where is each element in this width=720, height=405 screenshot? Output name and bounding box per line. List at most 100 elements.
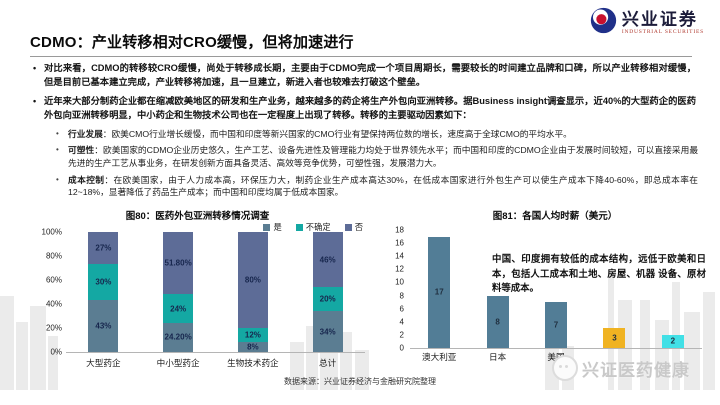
bar-slot: 17 xyxy=(410,230,468,348)
chart-legend: 是 不确定 否 xyxy=(263,221,363,233)
chart-outsourcing-survey: 图80：医药外包亚洲转移情况调查 是 不确定 否 100% 80% 60% 40% 20… xyxy=(30,208,365,373)
wage-y-ticks: 18 16 14 12 10 8 6 4 2 0 xyxy=(390,226,404,353)
y-axis-tick-label: 14 xyxy=(395,251,404,261)
industrial-securities-logo-icon xyxy=(590,7,617,39)
survey-bars: 43% 30% 27% 24.20% 24% 51.80% 8% 12% 80% 34% 20% 46… xyxy=(66,232,365,353)
segment-value-label: 12% xyxy=(244,330,261,340)
bar-segment: 43% xyxy=(88,300,119,352)
bar-segment: 46% xyxy=(312,232,343,288)
bar-slot: 7 xyxy=(527,230,585,348)
bar-value-label: 3 xyxy=(612,333,617,343)
bar-segment: 20% xyxy=(312,287,343,312)
bar-segment: 24% xyxy=(163,294,194,323)
segment-value-label: 8% xyxy=(247,342,259,352)
y-axis-tick-label: 12 xyxy=(395,264,404,274)
x-axis-category-label: 日本 xyxy=(489,352,507,362)
bar-slot: 3 xyxy=(585,230,643,348)
x-axis-category-label: 中小型药企 xyxy=(156,358,200,368)
x-axis-category-label: 澳大利亚 xyxy=(422,352,457,362)
segment-value-label: 46% xyxy=(319,255,336,265)
legend-label: 是 xyxy=(273,222,282,232)
legend-item: 是 xyxy=(263,221,282,233)
bar-slot: 8 xyxy=(468,230,526,348)
bar-segment: 80% xyxy=(237,232,268,329)
segment-value-label: 80% xyxy=(244,275,261,285)
data-source-note: 数据来源：兴业证券经济与金融研究院整理 xyxy=(284,377,436,386)
y-axis-tick-label: 4 xyxy=(399,317,404,327)
page-title: CDMO：产业转移相对CRO缓慢，但将加速进行 xyxy=(30,34,354,51)
bullet-list: 对比来看，CDMO的转移较CRO缓慢，尚处于转移成长期，主要由于CDMO完成一个… xyxy=(30,62,698,203)
y-axis-tick-label: 100% xyxy=(41,227,62,237)
segment-value-label: 24% xyxy=(170,304,187,314)
watermark-text: 兴证医药健康 xyxy=(582,360,690,380)
bar: 8 xyxy=(486,295,509,348)
y-axis-tick-label: 80% xyxy=(45,251,62,261)
bar-segment: 24.20% xyxy=(163,322,194,352)
logo-company-name: 兴业证券 xyxy=(621,9,698,29)
bar-value-label: 17 xyxy=(434,287,444,297)
x-axis-category-label: 生物技术药企 xyxy=(227,358,279,368)
legend-label: 否 xyxy=(354,222,363,232)
chart-annotation: 中国、印度拥有较低的成本结构，远低于欧美和日本，包括人工成本和土地、房屋、机器 … xyxy=(492,253,706,294)
chart-title: 图80：医药外包亚洲转移情况调查 xyxy=(125,211,270,222)
footer-navy-bar xyxy=(0,390,512,403)
bar-slot: 24.20% 24% 51.80% xyxy=(141,232,216,352)
bar-slot: 43% 30% 27% xyxy=(66,232,141,352)
bar: 17 xyxy=(428,236,451,348)
segment-value-label: 20% xyxy=(319,294,336,304)
survey-y-ticks: 100% 80% 60% 40% 20% 0% xyxy=(30,228,62,357)
bar: 3 xyxy=(603,328,626,348)
stacked-bar: 24.20% 24% 51.80% xyxy=(163,232,194,352)
survey-cat-labels: 大型药企 中小型药企 生物技术药企 总计 xyxy=(66,357,365,369)
legend-swatch xyxy=(344,223,352,231)
driver-text: ：欧美国家的CDMO企业历史悠久，生产工艺、设备先进性及管理能力均处于世界领先水… xyxy=(68,145,699,168)
stacked-bar: 43% 30% 27% xyxy=(88,232,119,352)
title-divider xyxy=(30,56,692,57)
bar: 2 xyxy=(661,334,684,348)
chart-title: 图81：各国人均时薪（美元） xyxy=(492,211,618,222)
legend-item: 不确定 xyxy=(295,221,331,233)
y-axis-tick-label: 0% xyxy=(50,347,62,357)
y-axis-tick-label: 20% xyxy=(45,323,62,333)
segment-value-label: 24.20% xyxy=(164,332,192,342)
y-axis-tick-label: 0 xyxy=(399,343,404,353)
bar-segment: 30% xyxy=(88,264,119,301)
y-axis-tick-label: 60% xyxy=(45,275,62,285)
driver-item-plasticity: 可塑性：欧美国家的CDMO企业历史悠久，生产工艺、设备先进性及管理能力均处于世界… xyxy=(54,144,698,169)
y-axis-tick-label: 16 xyxy=(395,238,404,248)
driver-text: ：在欧美国家，由于人力成本高，环保压力大，制药企业生产成本高达30%，在低成本国… xyxy=(68,174,698,198)
y-axis-tick-label: 8 xyxy=(399,291,404,301)
bar-segment: 34% xyxy=(312,311,343,352)
bar-slot: 2 xyxy=(644,230,702,348)
bar-segment: 8% xyxy=(237,342,268,352)
driver-text: ：欧美CMO行业增长缓慢，而中国和印度等新兴国家的CMO行业有望保持两位数的增长… xyxy=(102,128,572,139)
chart-hourly-wage: 图81：各国人均时薪（美元） 18 16 14 12 10 8 6 4 2 0 17 8 7 3 2 澳大… xyxy=(390,208,720,373)
bar-segment: 12% xyxy=(237,328,268,343)
footer-red-bar xyxy=(506,388,720,401)
segment-value-label: 51.80% xyxy=(164,258,192,268)
y-axis-tick-label: 2 xyxy=(399,330,404,340)
legend-item: 否 xyxy=(344,221,363,233)
bar-segment: 27% xyxy=(88,232,119,265)
bar: 7 xyxy=(545,302,568,348)
bar-slot: 8% 12% 80% xyxy=(216,232,291,352)
bar-value-label: 2 xyxy=(670,336,676,346)
footer-red-bar-sliver xyxy=(640,401,720,405)
segment-value-label: 27% xyxy=(95,243,112,253)
legend-swatch xyxy=(295,223,303,231)
x-axis-category-label: 大型药企 xyxy=(86,358,121,368)
wage-bars: 17 8 7 3 2 xyxy=(410,230,702,349)
stacked-bar: 8% 12% 80% xyxy=(237,232,268,352)
driver-item-industry-growth: 行业发展：欧美CMO行业增长缓慢，而中国和印度等新兴国家的CMO行业有望保持两位… xyxy=(54,128,698,141)
driver-keyword: 成本控制 xyxy=(68,174,105,185)
x-axis-category-label: 总计 xyxy=(319,358,337,368)
company-logo: 兴业证券 INDUSTRIAL SECURITIES xyxy=(590,7,704,39)
driver-keyword: 可塑性 xyxy=(68,145,95,156)
wechat-logo-icon xyxy=(552,355,578,381)
y-axis-tick-label: 18 xyxy=(395,225,404,235)
bullet-item: 近年来大部分制药企业都在缩减欧美地区的研发和生产业务，越来越多的药企将生产外包向… xyxy=(30,95,696,123)
bullet-item: 对比来看，CDMO的转移较CRO缓慢，尚处于转移成长期，主要由于CDMO完成一个… xyxy=(30,62,696,90)
legend-label: 不确定 xyxy=(305,222,331,232)
bar-segment: 51.80% xyxy=(163,232,194,295)
